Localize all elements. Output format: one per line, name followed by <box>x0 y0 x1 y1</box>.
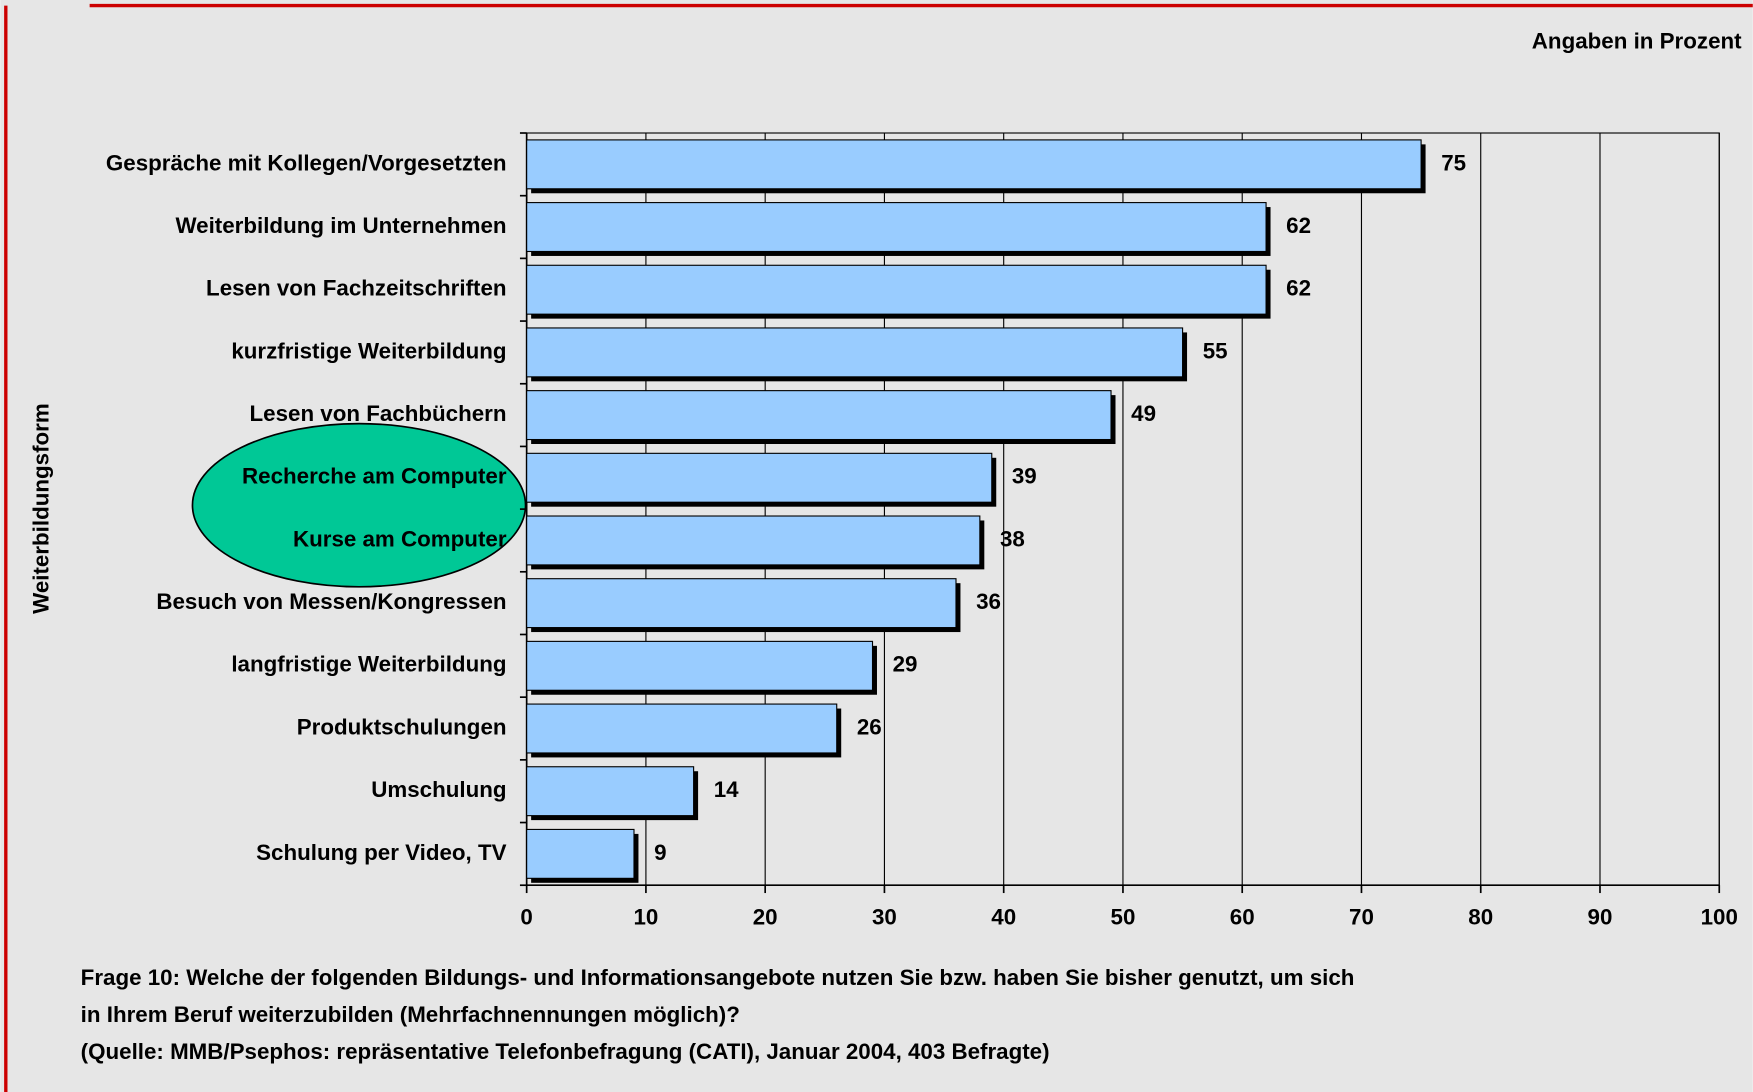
caption-line: (Quelle: MMB/Psephos: repräsentative Tel… <box>81 1039 1050 1064</box>
x-tick-label: 90 <box>1588 905 1613 930</box>
y-tick-label: kurzfristige Weiterbildung <box>231 338 506 363</box>
bar <box>526 640 874 691</box>
x-tick-label: 0 <box>520 905 532 930</box>
value-label: 39 <box>1012 464 1037 489</box>
y-tick-label: Kurse am Computer <box>293 526 507 551</box>
x-tick-label: 70 <box>1349 905 1374 930</box>
bar <box>526 139 1422 190</box>
bar <box>526 578 957 629</box>
x-tick-label: 40 <box>991 905 1016 930</box>
y-tick-label: Lesen von Fachbüchern <box>250 401 507 426</box>
y-tick-label: langfristige Weiterbildung <box>231 652 506 677</box>
value-label: 36 <box>976 589 1001 614</box>
y-tick-label: Gespräche mit Kollegen/Vorgesetzten <box>106 150 507 175</box>
caption-line: in Ihrem Beruf weiterzubilden (Mehrfachn… <box>81 1002 740 1027</box>
bar <box>526 390 1112 441</box>
x-tick-label: 10 <box>633 905 658 930</box>
bar <box>526 264 1267 315</box>
bar <box>526 828 635 879</box>
bar <box>526 327 1184 378</box>
bar <box>526 202 1267 253</box>
value-label: 14 <box>714 777 739 802</box>
value-label: 29 <box>893 652 918 677</box>
y-tick-label: Besuch von Messen/Kongressen <box>156 589 506 614</box>
value-label: 62 <box>1286 276 1311 301</box>
unit-label: Angaben in Prozent <box>1532 28 1742 53</box>
x-tick-label: 20 <box>753 905 778 930</box>
x-tick-label: 100 <box>1701 905 1738 930</box>
y-tick-label: Umschulung <box>371 777 506 802</box>
y-axis-title: Weiterbildungsform <box>29 403 54 614</box>
value-label: 55 <box>1203 338 1228 363</box>
value-label: 49 <box>1131 401 1156 426</box>
value-label: 26 <box>857 714 882 739</box>
bar <box>526 703 838 754</box>
x-tick-label: 30 <box>872 905 897 930</box>
x-tick-label: 80 <box>1468 905 1493 930</box>
x-tick-label: 50 <box>1111 905 1136 930</box>
highlight-ellipse <box>191 422 527 588</box>
y-tick-label: Lesen von Fachzeitschriften <box>206 276 506 301</box>
bar <box>526 515 981 566</box>
bar <box>526 766 695 817</box>
value-label: 38 <box>1000 526 1025 551</box>
value-label: 75 <box>1441 150 1466 175</box>
value-label: 9 <box>654 840 666 865</box>
value-label: 62 <box>1286 213 1311 238</box>
y-tick-label: Weiterbildung im Unternehmen <box>175 213 506 238</box>
bar <box>526 452 993 503</box>
y-tick-label: Produktschulungen <box>297 714 507 739</box>
caption-line: Frage 10: Welche der folgenden Bildungs-… <box>81 965 1355 990</box>
y-tick-label: Schulung per Video, TV <box>256 840 506 865</box>
y-tick-label: Recherche am Computer <box>242 464 507 489</box>
x-tick-label: 60 <box>1230 905 1255 930</box>
